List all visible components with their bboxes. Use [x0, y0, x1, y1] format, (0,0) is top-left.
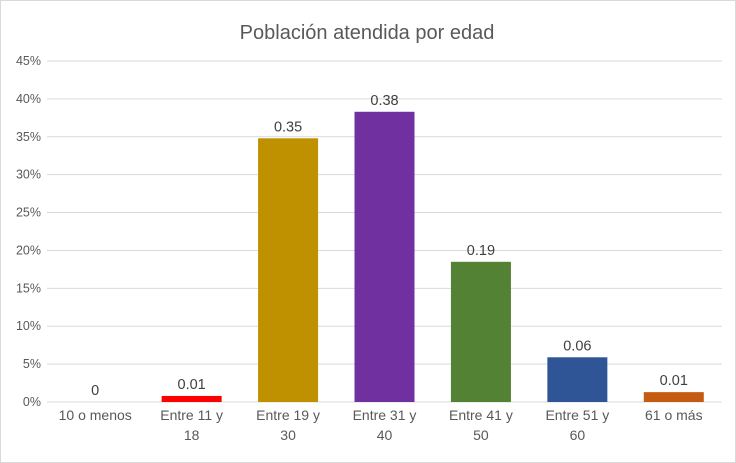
bars	[161, 111, 704, 402]
y-tick-label: 25%	[16, 206, 41, 220]
data-label: 0.06	[563, 338, 591, 354]
x-axis-categories: 10 o menos Entre 11 y 18 Entre 19 y 30 Entre …	[59, 407, 703, 443]
data-label: 0.01	[660, 373, 688, 389]
bar	[643, 392, 704, 402]
y-tick-label: 0%	[23, 395, 41, 409]
y-tick-label: 15%	[16, 281, 41, 295]
y-tick-label: 40%	[16, 92, 41, 106]
data-label: 0.38	[370, 93, 398, 109]
y-tick-label: 35%	[16, 130, 41, 144]
x-category-label: 61 o más	[645, 407, 703, 423]
data-label: 0	[91, 383, 99, 399]
data-label: 0.35	[274, 119, 302, 135]
x-category-label: Entre 19 y	[256, 407, 320, 423]
x-category-label: Entre 11 y	[160, 407, 223, 423]
x-category-label: 60	[570, 427, 586, 443]
y-tick-label: 5%	[23, 357, 41, 371]
x-category-label: Entre 51 y	[545, 407, 609, 423]
data-label: 0.19	[467, 243, 495, 259]
y-axis-ticks: 0% 5% 10% 15% 20% 25% 30% 35% 40% 45%	[16, 54, 41, 409]
bar	[450, 261, 511, 402]
x-category-label: 10 o menos	[59, 407, 132, 423]
data-labels: 0 0.01 0.35 0.38 0.19 0.06 0.01	[91, 93, 688, 399]
y-tick-label: 10%	[16, 319, 41, 333]
bar	[547, 357, 608, 402]
x-category-label: Entre 41 y	[449, 407, 513, 423]
bar	[161, 395, 222, 402]
bar	[258, 138, 319, 402]
x-category-label: 40	[377, 427, 393, 443]
chart-title: Población atendida por edad	[240, 22, 495, 44]
y-tick-label: 30%	[16, 168, 41, 182]
gridlines	[47, 60, 722, 403]
x-category-label: 30	[280, 427, 296, 443]
bar	[354, 111, 415, 402]
x-category-label: Entre 31 y	[353, 407, 417, 423]
data-label: 0.01	[178, 377, 206, 393]
y-tick-label: 20%	[16, 243, 41, 257]
x-category-label: 50	[473, 427, 489, 443]
y-tick-label: 45%	[16, 54, 41, 68]
x-category-label: 18	[184, 427, 200, 443]
